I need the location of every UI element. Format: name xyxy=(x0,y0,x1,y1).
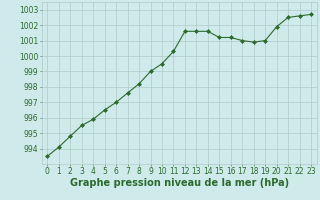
X-axis label: Graphe pression niveau de la mer (hPa): Graphe pression niveau de la mer (hPa) xyxy=(70,178,289,188)
